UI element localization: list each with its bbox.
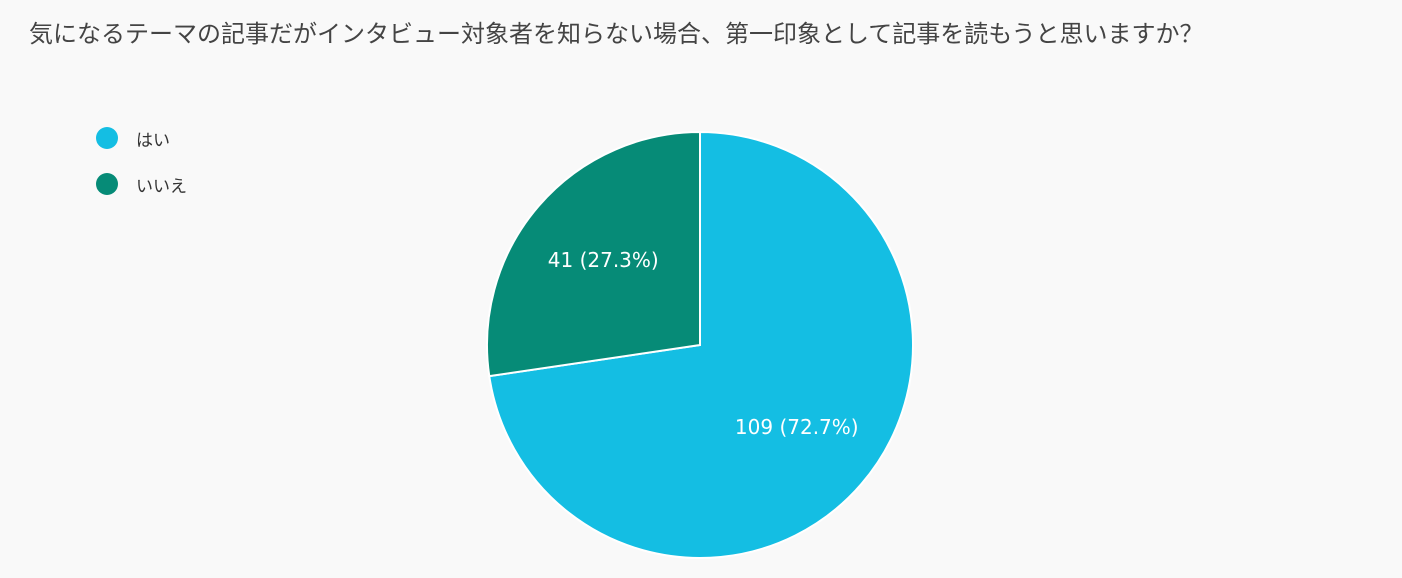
legend-swatch-no — [96, 173, 118, 195]
legend-item-yes[interactable]: はい — [96, 126, 187, 151]
chart-title: 気になるテーマの記事だがインタビュー対象者を知らない場合、第一印象として記事を読… — [29, 20, 1204, 48]
legend-label-no: いいえ — [136, 176, 187, 197]
legend-label-yes: はい — [136, 130, 170, 151]
pie-slice-yes[interactable] — [488, 130, 914, 559]
slice-label-yes: 109 (72.7%) — [735, 415, 859, 439]
legend-swatch-yes — [96, 127, 118, 149]
legend: はい いいえ — [96, 126, 187, 218]
legend-item-no[interactable]: いいえ — [96, 172, 187, 197]
slice-label-no: 41 (27.3%) — [548, 248, 659, 272]
pie-slice-no[interactable] — [486, 130, 701, 378]
